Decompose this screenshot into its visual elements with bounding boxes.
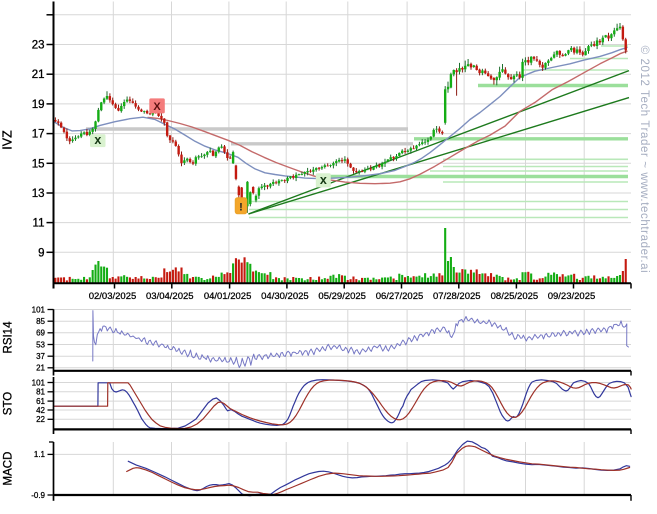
svg-text:07/28/2025: 07/28/2025 [433,291,481,302]
svg-text:RSI14: RSI14 [3,321,15,354]
svg-text:MACD: MACD [3,452,15,486]
svg-text:08/25/2025: 08/25/2025 [491,291,539,302]
svg-text:42: 42 [36,406,45,415]
svg-text:9: 9 [38,247,44,259]
svg-text:17: 17 [32,129,45,141]
svg-text:02/03/2025: 02/03/2025 [89,291,137,302]
svg-text:06/27/2025: 06/27/2025 [376,291,424,302]
svg-text:13: 13 [32,188,45,200]
svg-text:15: 15 [32,158,45,170]
svg-text:04/01/2025: 04/01/2025 [204,291,252,302]
svg-text:x: x [94,133,101,147]
svg-text:09/23/2025: 09/23/2025 [548,291,596,302]
svg-text:53: 53 [36,340,45,349]
svg-text:81: 81 [36,388,45,397]
svg-text:-0.9: -0.9 [31,491,45,500]
svg-text:61: 61 [36,397,45,406]
svg-text:21: 21 [32,69,45,81]
svg-text:85: 85 [36,317,45,326]
svg-text:x: x [320,173,327,187]
svg-text:19: 19 [32,99,45,111]
svg-text:69: 69 [36,329,45,338]
svg-text:STO: STO [3,392,15,415]
svg-text:IVZ: IVZ [1,130,15,150]
svg-text:21: 21 [36,364,45,373]
svg-text:22: 22 [36,415,45,424]
svg-text:23: 23 [32,40,45,52]
svg-text:11: 11 [33,218,45,230]
svg-text:03/04/2025: 03/04/2025 [146,291,194,302]
svg-text:101: 101 [32,378,46,387]
svg-text:1.1: 1.1 [34,450,46,459]
svg-text:101: 101 [32,305,46,314]
svg-text:37: 37 [36,352,45,361]
svg-text:X: X [153,101,161,113]
svg-text:04/30/2025: 04/30/2025 [261,291,309,302]
svg-text:!: ! [239,201,243,213]
svg-text:05/29/2025: 05/29/2025 [318,291,366,302]
svg-text:© 2012 Tech Trader ~ www.techt: © 2012 Tech Trader ~ www.techtrader.ai [638,46,650,274]
